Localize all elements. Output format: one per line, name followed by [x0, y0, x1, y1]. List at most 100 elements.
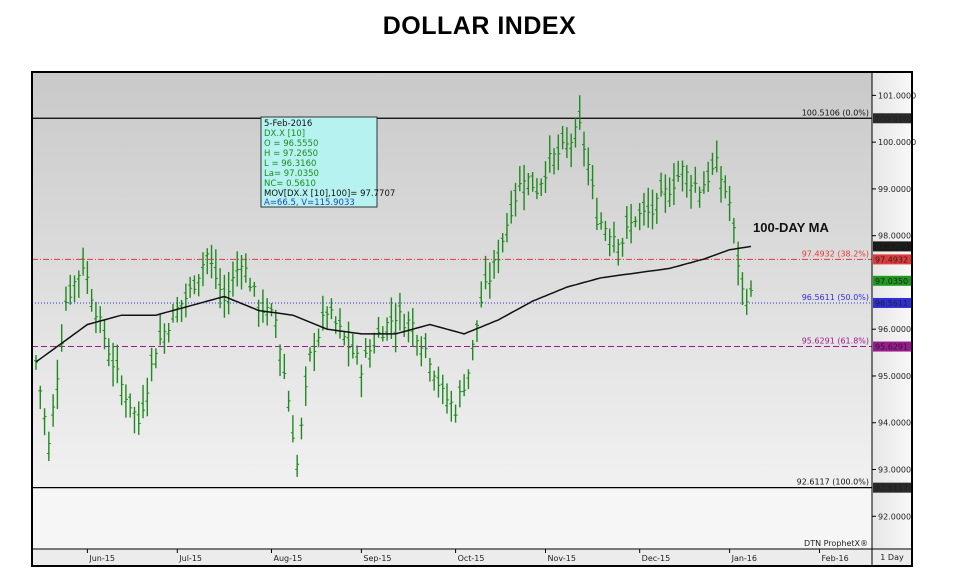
ohlc-bar [269, 303, 274, 317]
ohlc-bar [706, 161, 711, 193]
ohlc-bar [355, 345, 360, 365]
y-tick-label: 98.0000 [878, 232, 911, 241]
ohlc-bar [81, 247, 86, 276]
ohlc-bar [663, 174, 668, 213]
fib-axis-badge [873, 482, 911, 493]
info-ma: MOV[DX.X [10],100]= 97.7707 [264, 189, 395, 199]
ohlc-bar [577, 95, 582, 130]
ohlc-bar [406, 311, 411, 343]
ohlc-bar [603, 220, 608, 241]
ohlc-bar [479, 281, 484, 308]
date-axis-panel [32, 549, 912, 566]
ohlc-bar [714, 140, 719, 173]
ohlc-bar [539, 178, 544, 197]
ohlc-bar [573, 118, 578, 148]
ohlc-bar [282, 353, 287, 380]
ohlc-bar [290, 415, 295, 443]
axis-badge [873, 241, 911, 252]
x-tick-label: Jun-15 [88, 554, 115, 563]
price-bars-layer [34, 95, 753, 477]
ohlc-bar [607, 228, 612, 257]
price-axis-panel [872, 72, 912, 549]
ohlc-bar [599, 212, 604, 230]
ohlc-bar [611, 221, 616, 253]
ohlc-bar [158, 313, 163, 346]
ohlc-bar [363, 338, 368, 358]
x-tick-label: Jul-15 [178, 554, 202, 563]
ohlc-bar [252, 281, 257, 297]
y-tick-label: 93.0000 [878, 466, 911, 475]
info-symbol: DX.X [10] [264, 129, 305, 139]
ohlc-bar [226, 271, 231, 315]
info-open: O = 96.5550 [264, 139, 318, 149]
ohlc-bar [710, 152, 715, 175]
ohlc-bar [303, 366, 308, 407]
ohlc-bar [719, 166, 724, 203]
ohlc-bar [115, 344, 120, 384]
ohlc-bar [560, 125, 565, 150]
ohlc-bar [517, 166, 522, 192]
ohlc-bar [46, 431, 51, 462]
ohlc-bar [684, 165, 689, 198]
ohlc-bar [196, 273, 201, 297]
ohlc-bar [504, 212, 509, 243]
ohlc-bar [620, 237, 625, 257]
ohlc-bar [470, 340, 475, 361]
ohlc-bar [629, 203, 634, 244]
ohlc-bar [526, 172, 531, 196]
ohlc-bar [462, 374, 467, 397]
ohlc-bar [119, 375, 124, 406]
ohlc-bar [436, 366, 441, 398]
plot-background [32, 72, 872, 549]
ohlc-bar [547, 135, 552, 173]
ohlc-bar [102, 319, 107, 350]
period-button[interactable]: 1 Day [880, 553, 904, 562]
ohlc-bar [453, 404, 458, 423]
ohlc-bar [260, 289, 265, 323]
ohlc-bar [701, 171, 706, 194]
ohlc-bar [128, 393, 133, 418]
ohlc-bar [522, 164, 527, 211]
ohlc-bar [93, 301, 98, 334]
y-tick-label: 101.0000 [878, 91, 916, 100]
fib-axis-badge-label: 95.6291 [875, 343, 908, 352]
ohlc-bar [633, 216, 638, 228]
ohlc-bar [423, 333, 428, 359]
ohlc-bar [740, 272, 745, 305]
ohlc-bar [590, 165, 595, 200]
ohlc-bar [346, 321, 351, 367]
ohlc-bar [235, 251, 240, 287]
ohlc-bar [132, 406, 137, 434]
ohlc-bar [474, 320, 479, 343]
ohlc-bar [243, 253, 248, 283]
x-tick-label: Nov-15 [547, 554, 575, 563]
ohlc-bar [230, 261, 235, 297]
ohlc-bar [166, 322, 171, 343]
x-tick-label: Dec-15 [642, 554, 671, 563]
ohlc-bar [641, 192, 646, 226]
x-tick-label: Aug-15 [273, 554, 302, 563]
y-tick-label: 99.0000 [878, 185, 911, 194]
ohlc-bar [693, 166, 698, 193]
ohlc-bar [427, 357, 432, 382]
ohlc-bar [85, 261, 90, 294]
ohlc-bar [312, 332, 317, 372]
ohlc-bar [534, 178, 539, 200]
ohlc-bar [509, 190, 514, 224]
ohlc-bar [42, 408, 47, 436]
ohlc-bar [556, 134, 561, 171]
ohlc-bar [582, 131, 587, 167]
moving-average-layer [35, 245, 752, 363]
ohlc-bar [637, 203, 642, 231]
x-tick-label: Sep-15 [363, 554, 391, 563]
ohlc-bar [342, 331, 347, 346]
ohlc-bar [543, 161, 548, 193]
lower-zone [32, 487, 872, 549]
fibonacci-layer: 100.5106 (0.0%) 100.5106 97.4932 (38.2%) 97… [32, 108, 913, 493]
ohlc-bar [415, 334, 420, 356]
ohlc-bar [72, 275, 77, 303]
ohlc-bar [372, 332, 377, 354]
ma-annotation: 100-DAY MA [753, 220, 829, 235]
fib-label: 95.6291 (61.8%) [802, 337, 869, 346]
